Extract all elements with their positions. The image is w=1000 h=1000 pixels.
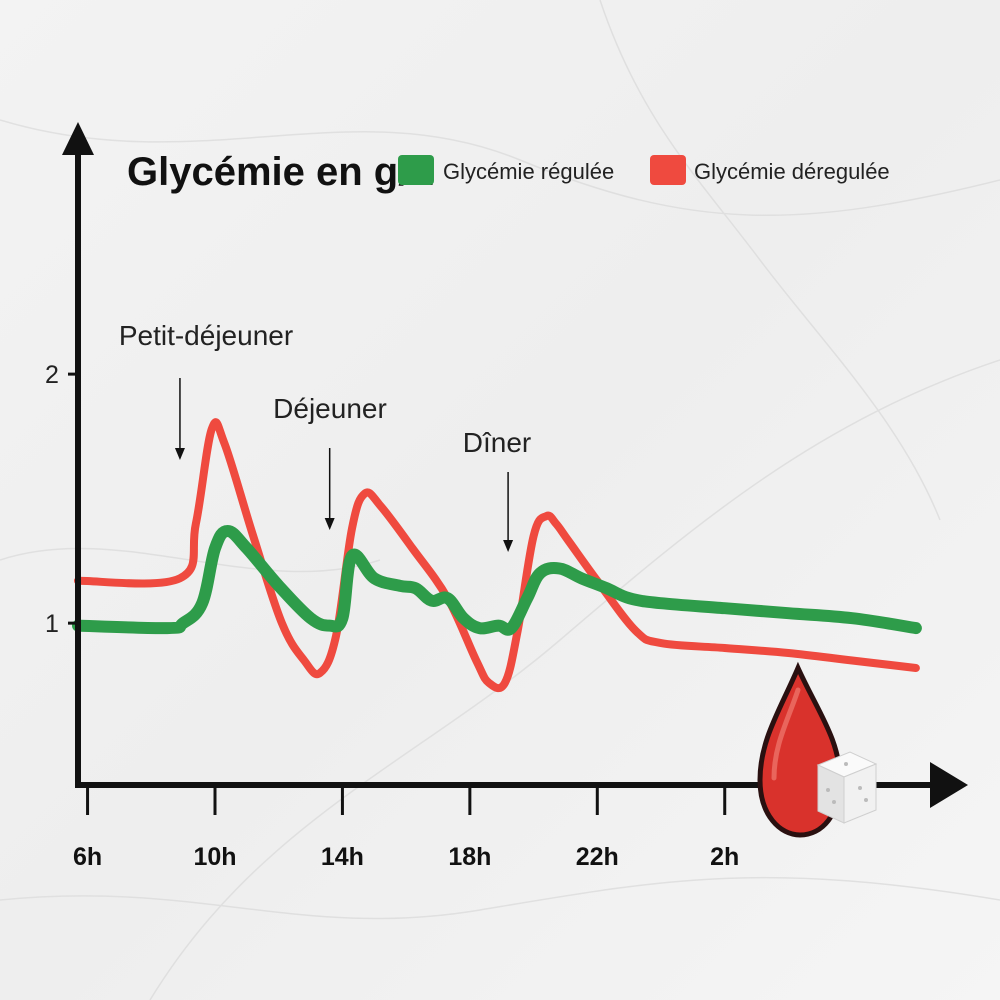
annotation-arrowhead — [174, 448, 185, 460]
series-line-regulee — [72, 525, 922, 636]
annotation-label: Petit-déjeuner — [119, 320, 293, 351]
annotation-arrowhead — [503, 540, 514, 552]
annotation-arrowhead — [324, 518, 335, 530]
legend-swatch-regulee — [398, 155, 434, 185]
sugar-cube-icon — [816, 751, 878, 824]
x-ticks: 6h 10h 14h 18h 22h 2h — [73, 785, 739, 871]
legend-label-deregulee: Glycémie déregulée — [694, 159, 890, 184]
x-tick-label: 6h — [73, 843, 102, 871]
series-layer — [72, 418, 922, 693]
x-axis-arrow — [930, 762, 968, 808]
x-tick-label: 2h — [710, 843, 739, 871]
x-tick-label: 14h — [321, 843, 364, 871]
y-axis-arrow — [62, 122, 94, 155]
y-tick-label: 1 — [45, 610, 59, 638]
x-tick-label: 22h — [576, 843, 619, 871]
legend-swatch-deregulee — [650, 155, 686, 185]
y-ticks: 12 — [45, 361, 78, 638]
legend: Glycémie régulée Glycémie déregulée — [398, 155, 890, 185]
x-tick-label: 10h — [193, 843, 236, 871]
annotation-label: Dîner — [463, 427, 531, 458]
annotation-label: Déjeuner — [273, 393, 387, 424]
x-tick-label: 18h — [448, 843, 491, 871]
y-axis-title: Glycémie en g/L — [127, 150, 434, 194]
y-tick-label: 2 — [45, 361, 59, 389]
annotations: Petit-déjeuner Déjeuner Dîner — [119, 320, 531, 552]
legend-label-regulee: Glycémie régulée — [443, 159, 614, 184]
